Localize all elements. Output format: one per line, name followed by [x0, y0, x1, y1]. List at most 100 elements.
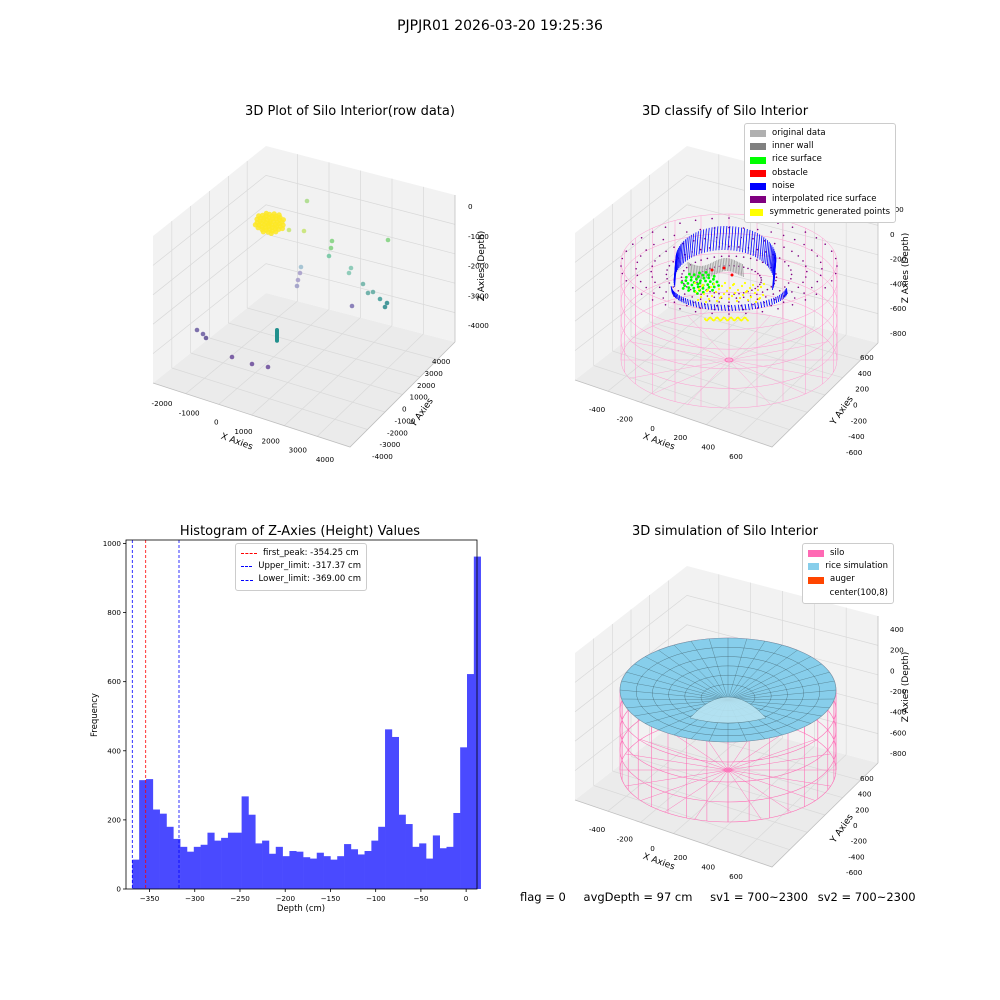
noise-point: [682, 297, 685, 304]
original-point: [737, 261, 740, 275]
histogram-bar: [398, 814, 406, 889]
rice-point: [704, 271, 708, 274]
histogram-bar: [234, 832, 242, 889]
noise-point: [785, 288, 788, 295]
interp-point: [751, 269, 753, 271]
sym-point: [723, 316, 726, 319]
histogram-bar: [255, 843, 263, 889]
noise-point: [689, 234, 692, 259]
legend-entry: Lower_limit: -369.00 cm: [241, 573, 361, 586]
interp-point: [742, 256, 745, 258]
data-point: [268, 230, 274, 236]
noise-point: [737, 304, 740, 311]
data-point: [265, 364, 271, 370]
silo-wire: [694, 769, 729, 820]
interp-point: [680, 276, 683, 279]
rice-point: [701, 273, 705, 277]
interp-point: [824, 287, 826, 289]
x-tick-label: −200: [275, 894, 295, 903]
interp-point: [819, 274, 822, 277]
noise-point: [723, 304, 726, 311]
silo-wire: [728, 359, 771, 405]
rice-point: [699, 279, 702, 282]
rice-point: [712, 285, 716, 289]
histogram-bar: [439, 848, 447, 889]
original-point: [716, 260, 719, 274]
interp-point: [632, 287, 634, 289]
silo-wire: [664, 769, 729, 813]
grid-line: [574, 233, 879, 322]
noise-point: [785, 289, 788, 296]
interp-point: [645, 286, 647, 289]
noise-point: [674, 251, 678, 276]
axis-edge: [574, 762, 879, 868]
sym-point: [694, 290, 698, 294]
noise-point: [710, 303, 713, 311]
sym-point: [744, 317, 747, 320]
data-point: [365, 290, 371, 296]
tick-label: -1000: [179, 408, 200, 417]
sym-point: [749, 295, 753, 299]
interp-point: [699, 228, 702, 231]
interp-point: [673, 301, 676, 304]
noise-point: [696, 231, 699, 256]
noise-point: [765, 240, 768, 265]
noise-point: [734, 304, 737, 311]
grid-line: [152, 233, 456, 325]
tick-label: -600: [890, 728, 907, 737]
tick-label: -200: [851, 416, 868, 425]
interp-point: [747, 267, 749, 270]
tick-label: -4000: [468, 321, 489, 330]
silo-wire: [652, 359, 730, 395]
rice-mesh: [727, 689, 837, 701]
rice-point: [681, 287, 685, 290]
plot4-rice-surface: [619, 637, 837, 773]
silo-wire: [727, 739, 816, 771]
histogram-bar: [426, 858, 434, 889]
interp-point: [681, 273, 683, 275]
interp-point: [636, 261, 639, 264]
sym-point: [709, 285, 713, 289]
noise-point: [757, 234, 761, 259]
legend-swatch: [750, 209, 764, 217]
interp-point: [804, 231, 807, 233]
interp-point: [802, 260, 804, 262]
rice-mesh: [727, 644, 783, 701]
sym-point: [757, 297, 761, 301]
histogram-bar: [227, 832, 236, 889]
original-point: [729, 258, 732, 272]
rice-mesh: [727, 656, 811, 701]
legend-label: Upper_limit: -317.37 cm: [258, 561, 361, 572]
grid-line: [152, 204, 456, 296]
rice-mesh: [645, 656, 729, 701]
interp-point: [728, 301, 730, 304]
histogram-bar: [316, 852, 324, 889]
tick-label: -2000: [387, 428, 408, 437]
interp-point: [658, 255, 661, 257]
data-point: [276, 212, 282, 218]
interp-point: [757, 285, 759, 288]
interp-point: [662, 238, 665, 241]
interp-point: [791, 226, 794, 228]
noise-point: [755, 233, 758, 258]
sym-point: [746, 319, 749, 322]
interp-point: [713, 256, 716, 258]
noise-point: [744, 228, 748, 254]
interp-point: [718, 292, 720, 295]
noise-point: [760, 301, 763, 308]
noise-point: [757, 302, 760, 309]
interp-point: [834, 272, 837, 275]
noise-point: [777, 295, 780, 302]
plot4-legend: silo rice simulation auger center(100,8): [802, 543, 894, 604]
histogram-bar: [350, 849, 359, 889]
sym-point: [720, 318, 723, 321]
interp-point: [811, 286, 813, 289]
rice-mesh: [619, 689, 729, 701]
interp-point: [784, 261, 786, 263]
tick-label: 200: [674, 433, 688, 442]
noise-point: [698, 230, 702, 255]
rice-point: [680, 281, 684, 284]
data-point: [286, 227, 292, 233]
plot4-y-ticks: -600 -400 -200 0 200 400 600: [846, 774, 874, 877]
noise-point: [687, 298, 690, 306]
